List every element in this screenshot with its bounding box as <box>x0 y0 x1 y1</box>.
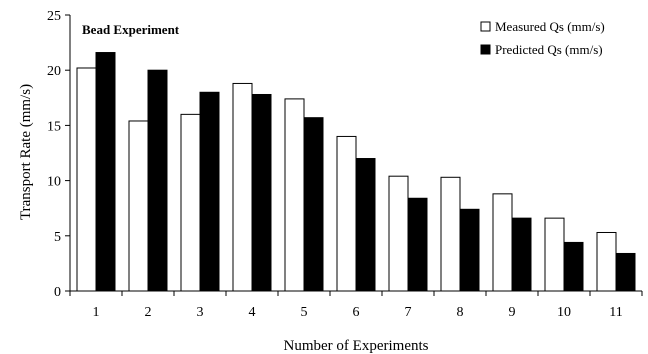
bar-measured-4 <box>232 82 253 292</box>
bar-predicted-10 <box>563 241 584 292</box>
x-tick-label: 10 <box>557 305 571 320</box>
bar-predicted-5 <box>303 117 324 292</box>
x-tick-label: 2 <box>145 305 152 320</box>
legend-swatch-measured <box>480 21 491 32</box>
bar-predicted-9 <box>511 217 532 292</box>
x-tick-label: 7 <box>405 305 412 320</box>
x-tick-label: 11 <box>609 305 622 320</box>
bar-measured-6 <box>336 135 357 292</box>
x-axis-label: Number of Experiments <box>284 338 429 354</box>
bar-measured-9 <box>492 193 513 292</box>
y-tick-label: 25 <box>47 9 61 24</box>
chart-title: Bead Experiment <box>82 22 180 37</box>
x-tick-label: 1 <box>93 305 100 320</box>
y-tick-label: 10 <box>47 175 61 190</box>
y-tick-label: 15 <box>47 119 61 134</box>
bar-predicted-8 <box>459 208 480 292</box>
legend-label-measured: Measured Qs (mm/s) <box>495 19 605 34</box>
bar-predicted-6 <box>355 158 376 292</box>
y-axis-label: Transport Rate (mm/s) <box>18 84 34 220</box>
bar-measured-5 <box>284 98 305 292</box>
bar-predicted-4 <box>251 93 272 292</box>
x-tick-label: 6 <box>353 305 360 320</box>
bar-measured-7 <box>388 175 409 292</box>
x-tick-label: 5 <box>301 305 308 320</box>
legend: Measured Qs (mm/s) Predicted Qs (mm/s) <box>480 19 605 57</box>
bar-predicted-7 <box>407 197 428 292</box>
bar-measured-3 <box>180 113 201 292</box>
bar-measured-11 <box>596 231 617 292</box>
plot-area <box>76 52 636 292</box>
bar-measured-10 <box>544 217 565 292</box>
bar-predicted-1 <box>95 52 116 292</box>
axes: 0 5 10 15 20 25 1 2 3 4 5 6 7 8 9 10 11 <box>47 9 643 320</box>
x-tick-label: 8 <box>457 305 464 320</box>
legend-label-predicted: Predicted Qs (mm/s) <box>495 42 603 57</box>
y-tick-label: 0 <box>54 285 61 300</box>
x-tick-label: 9 <box>509 305 516 320</box>
x-tick-label: 3 <box>197 305 204 320</box>
bar-measured-8 <box>440 176 461 292</box>
bar-predicted-3 <box>199 91 220 292</box>
bar-predicted-2 <box>147 69 168 292</box>
legend-swatch-predicted <box>480 44 491 55</box>
bar-measured-1 <box>76 67 97 292</box>
x-tick-label: 4 <box>249 305 256 320</box>
bar-predicted-11 <box>615 252 636 292</box>
bar-measured-2 <box>128 120 149 292</box>
y-tick-label: 20 <box>47 64 61 79</box>
y-tick-label: 5 <box>54 230 61 245</box>
